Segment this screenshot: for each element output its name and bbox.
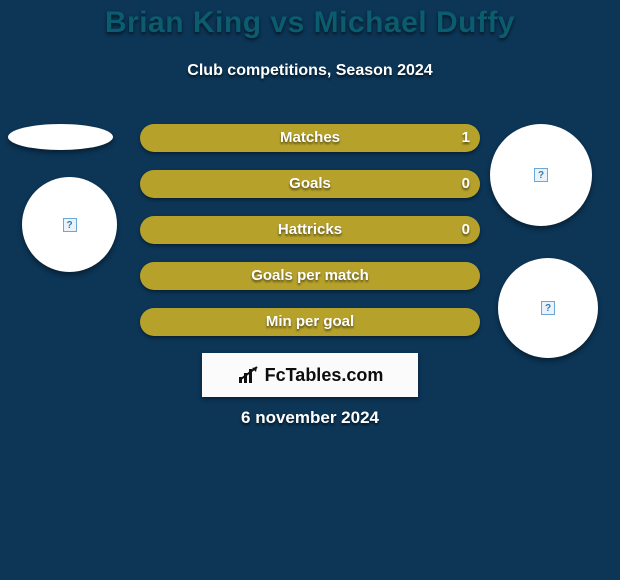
stat-bar: Min per goal (140, 308, 480, 336)
stat-bar: Goals0 (140, 170, 480, 198)
placeholder-icon (63, 218, 77, 232)
source-logo: FcTables.com (202, 353, 418, 397)
bars-arrow-icon (237, 365, 261, 385)
stat-bar: Matches1 (140, 124, 480, 152)
source-logo-text: FcTables.com (265, 365, 384, 386)
stat-bar: Goals per match (140, 262, 480, 290)
stat-bar: Hattricks0 (140, 216, 480, 244)
stat-bar-label: Hattricks (140, 216, 480, 244)
player-right-avatar-2 (498, 258, 598, 358)
stat-bar-label: Matches (140, 124, 480, 152)
placeholder-icon (534, 168, 548, 182)
stat-bar-label: Goals (140, 170, 480, 198)
player-right-avatar-1 (490, 124, 592, 226)
stat-bar-label: Goals per match (140, 262, 480, 290)
page-title: Brian King vs Michael Duffy (0, 6, 620, 40)
comparison-card: Brian King vs Michael Duffy Club competi… (0, 0, 620, 580)
placeholder-icon (541, 301, 555, 315)
stat-bars: Matches1Goals0Hattricks0Goals per matchM… (140, 124, 480, 354)
stat-bar-label: Min per goal (140, 308, 480, 336)
subtitle: Club competitions, Season 2024 (0, 62, 620, 80)
player-left-ellipse (8, 124, 113, 150)
date-text: 6 november 2024 (0, 408, 620, 428)
stat-bar-value-right: 0 (462, 170, 470, 198)
stat-bar-value-right: 1 (462, 124, 470, 152)
player-left-avatar (22, 177, 117, 272)
stat-bar-value-right: 0 (462, 216, 470, 244)
